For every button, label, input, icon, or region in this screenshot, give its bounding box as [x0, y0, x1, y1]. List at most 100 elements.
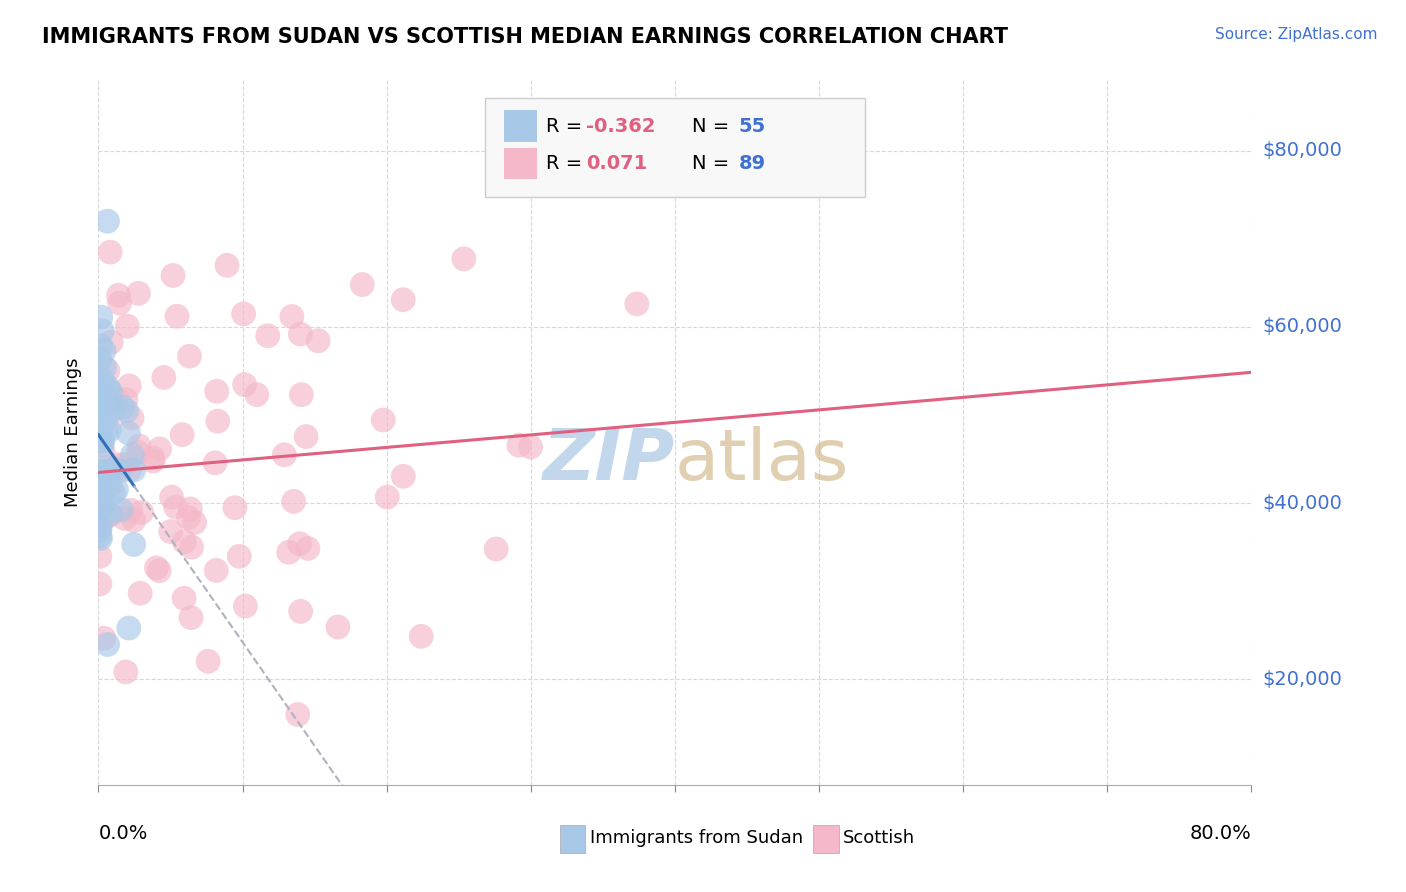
- Point: [179, 349, 201, 363]
- Point: [90, 404, 112, 418]
- Point: [118, 621, 141, 635]
- Point: [295, 429, 318, 443]
- Point: [392, 469, 415, 483]
- Point: [352, 277, 374, 292]
- Point: [89, 517, 111, 532]
- Point: [122, 537, 145, 551]
- Point: [297, 541, 319, 556]
- Text: 0.0%: 0.0%: [98, 824, 148, 843]
- Text: Immigrants from Sudan: Immigrants from Sudan: [589, 829, 803, 847]
- Point: [281, 310, 304, 324]
- Point: [94, 467, 117, 481]
- Point: [89, 486, 111, 500]
- Point: [104, 462, 127, 476]
- Point: [91, 434, 114, 448]
- Point: [129, 586, 152, 600]
- Point: [307, 334, 329, 348]
- Point: [93, 360, 115, 375]
- Point: [115, 392, 138, 407]
- Point: [89, 352, 111, 367]
- Text: $80,000: $80,000: [1263, 141, 1343, 161]
- Text: N =: N =: [692, 117, 735, 136]
- Point: [98, 480, 121, 494]
- Point: [205, 384, 228, 399]
- Point: [115, 403, 138, 417]
- Point: [228, 549, 250, 564]
- Point: [111, 400, 134, 414]
- Point: [142, 454, 165, 468]
- Text: 80.0%: 80.0%: [1189, 824, 1251, 843]
- Point: [100, 335, 122, 350]
- Point: [508, 438, 530, 452]
- Point: [91, 502, 114, 516]
- Text: $40,000: $40,000: [1263, 493, 1343, 513]
- Point: [90, 467, 112, 482]
- Point: [118, 463, 141, 477]
- Text: R =: R =: [546, 117, 588, 136]
- Point: [122, 463, 145, 477]
- Point: [273, 448, 295, 462]
- Text: $20,000: $20,000: [1263, 670, 1343, 689]
- Point: [122, 513, 145, 527]
- Point: [283, 494, 305, 508]
- Point: [90, 491, 112, 505]
- Point: [89, 523, 111, 537]
- Point: [105, 392, 128, 406]
- Point: [89, 529, 111, 543]
- Point: [100, 385, 122, 400]
- FancyBboxPatch shape: [813, 825, 838, 854]
- FancyBboxPatch shape: [505, 147, 537, 179]
- FancyBboxPatch shape: [560, 825, 585, 854]
- Point: [90, 310, 112, 325]
- Point: [110, 503, 132, 517]
- Point: [93, 343, 115, 358]
- Point: [108, 296, 131, 310]
- Point: [96, 460, 118, 475]
- Point: [89, 549, 111, 564]
- Point: [290, 327, 312, 342]
- Point: [205, 563, 228, 577]
- Point: [179, 502, 201, 516]
- Point: [97, 637, 120, 651]
- Point: [94, 423, 117, 437]
- Point: [100, 396, 122, 410]
- Point: [114, 458, 136, 472]
- Text: R =: R =: [546, 154, 588, 173]
- Point: [89, 381, 111, 395]
- Point: [411, 629, 433, 643]
- Point: [277, 545, 299, 559]
- Point: [89, 370, 111, 384]
- Point: [173, 591, 195, 606]
- Point: [107, 464, 129, 478]
- Point: [197, 654, 219, 668]
- Point: [89, 396, 111, 410]
- Point: [453, 252, 475, 266]
- Point: [207, 414, 229, 428]
- Point: [115, 665, 138, 679]
- Point: [97, 363, 120, 377]
- Point: [177, 510, 200, 524]
- Text: ZIP: ZIP: [543, 426, 675, 495]
- Point: [392, 293, 415, 307]
- Point: [215, 258, 238, 272]
- Point: [89, 577, 111, 591]
- Text: IMMIGRANTS FROM SUDAN VS SCOTTISH MEDIAN EARNINGS CORRELATION CHART: IMMIGRANTS FROM SUDAN VS SCOTTISH MEDIAN…: [42, 27, 1008, 46]
- Point: [375, 490, 398, 504]
- Point: [152, 370, 174, 384]
- Point: [148, 564, 170, 578]
- Point: [98, 507, 121, 521]
- Point: [93, 631, 115, 645]
- Text: atlas: atlas: [675, 426, 849, 495]
- Point: [162, 268, 184, 283]
- Point: [148, 442, 170, 456]
- Point: [89, 518, 111, 533]
- Point: [91, 324, 114, 338]
- Point: [121, 448, 143, 462]
- Point: [180, 540, 202, 554]
- Text: 89: 89: [738, 154, 765, 173]
- Point: [89, 424, 111, 438]
- Point: [235, 599, 257, 613]
- Point: [288, 537, 311, 551]
- Point: [90, 501, 112, 516]
- Point: [97, 399, 120, 413]
